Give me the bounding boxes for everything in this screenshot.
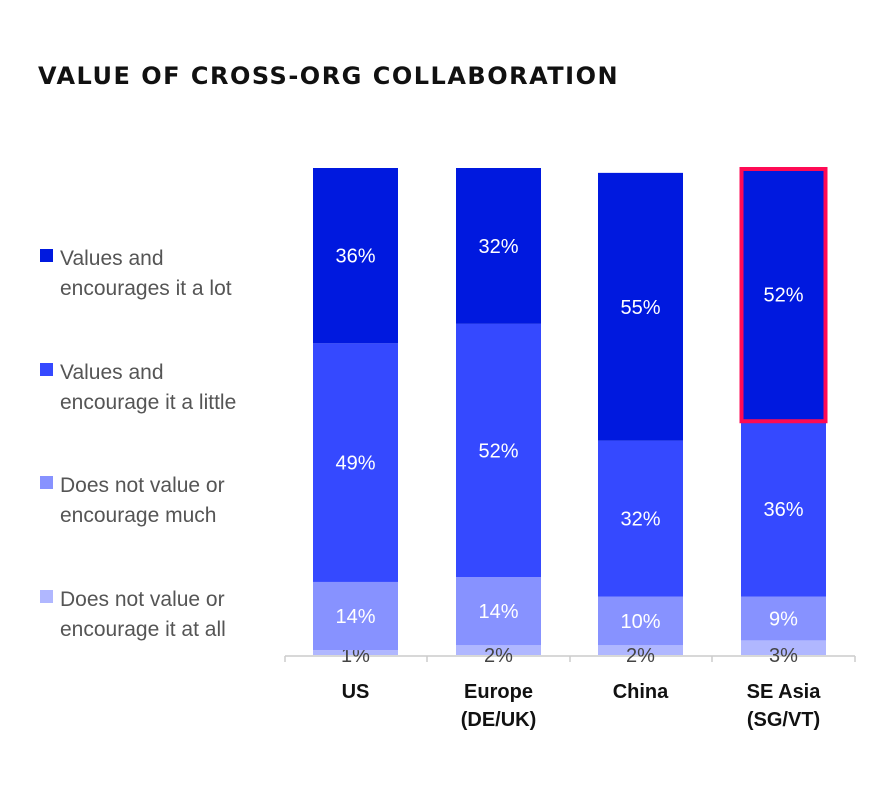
data-label: 10% [620,611,660,633]
bar-segment [741,168,826,422]
legend-label: Values and encourage it a little [60,361,237,414]
data-label: 49% [335,453,375,475]
bar-segment [313,581,398,651]
legend-item: Values and encourages it a lot [40,244,280,304]
bar-segment [313,650,398,655]
data-label: 32% [478,236,518,258]
legend-item: Does not value or encourage much [40,471,280,531]
legend-item: Values and encourage it a little [40,358,280,418]
data-label: 2% [484,645,513,667]
bar-segment [313,168,398,344]
data-label: 36% [763,499,803,521]
bar-segment [741,421,826,597]
category-label: (SG/VT) [747,709,820,731]
category-label: (DE/UK) [461,709,537,731]
legend-label: Does not value or encourage much [60,474,225,527]
legend-label: Values and encourages it a lot [60,247,232,300]
data-label: 14% [335,606,375,628]
legend-label: Does not value or encourage it at all [60,588,226,641]
legend-swatch [40,590,53,603]
bar-segment [456,168,541,324]
bar-segment [456,323,541,578]
category-label: US [342,681,370,703]
legend-swatch [40,476,53,489]
category-label: SE Asia [747,681,822,703]
bar-segment [598,172,683,441]
bar-segment [456,577,541,646]
data-label: 55% [620,297,660,319]
bar-segment [598,645,683,655]
bar-segment [741,640,826,655]
bar-segment [598,440,683,597]
bar-segment [598,596,683,646]
bar-segment [456,645,541,655]
category-label: China [613,681,669,703]
legend-swatch [40,249,53,262]
bar-segment [313,343,398,582]
data-label: 3% [769,645,798,667]
data-label: 14% [478,601,518,623]
data-label: 32% [620,509,660,531]
data-label: 52% [763,285,803,307]
highlight-box [739,167,828,424]
category-label: Europe [464,681,533,703]
legend-item: Does not value or encourage it at all [40,585,280,645]
data-label: 9% [769,608,798,630]
data-label: 36% [335,246,375,268]
data-label: 52% [478,440,518,462]
bar-segment [741,596,826,641]
legend-swatch [40,363,53,376]
data-label: 1% [341,645,370,667]
chart-title: VALUE OF CROSS-ORG COLLABORATION [38,62,620,90]
data-label: 2% [626,645,655,667]
